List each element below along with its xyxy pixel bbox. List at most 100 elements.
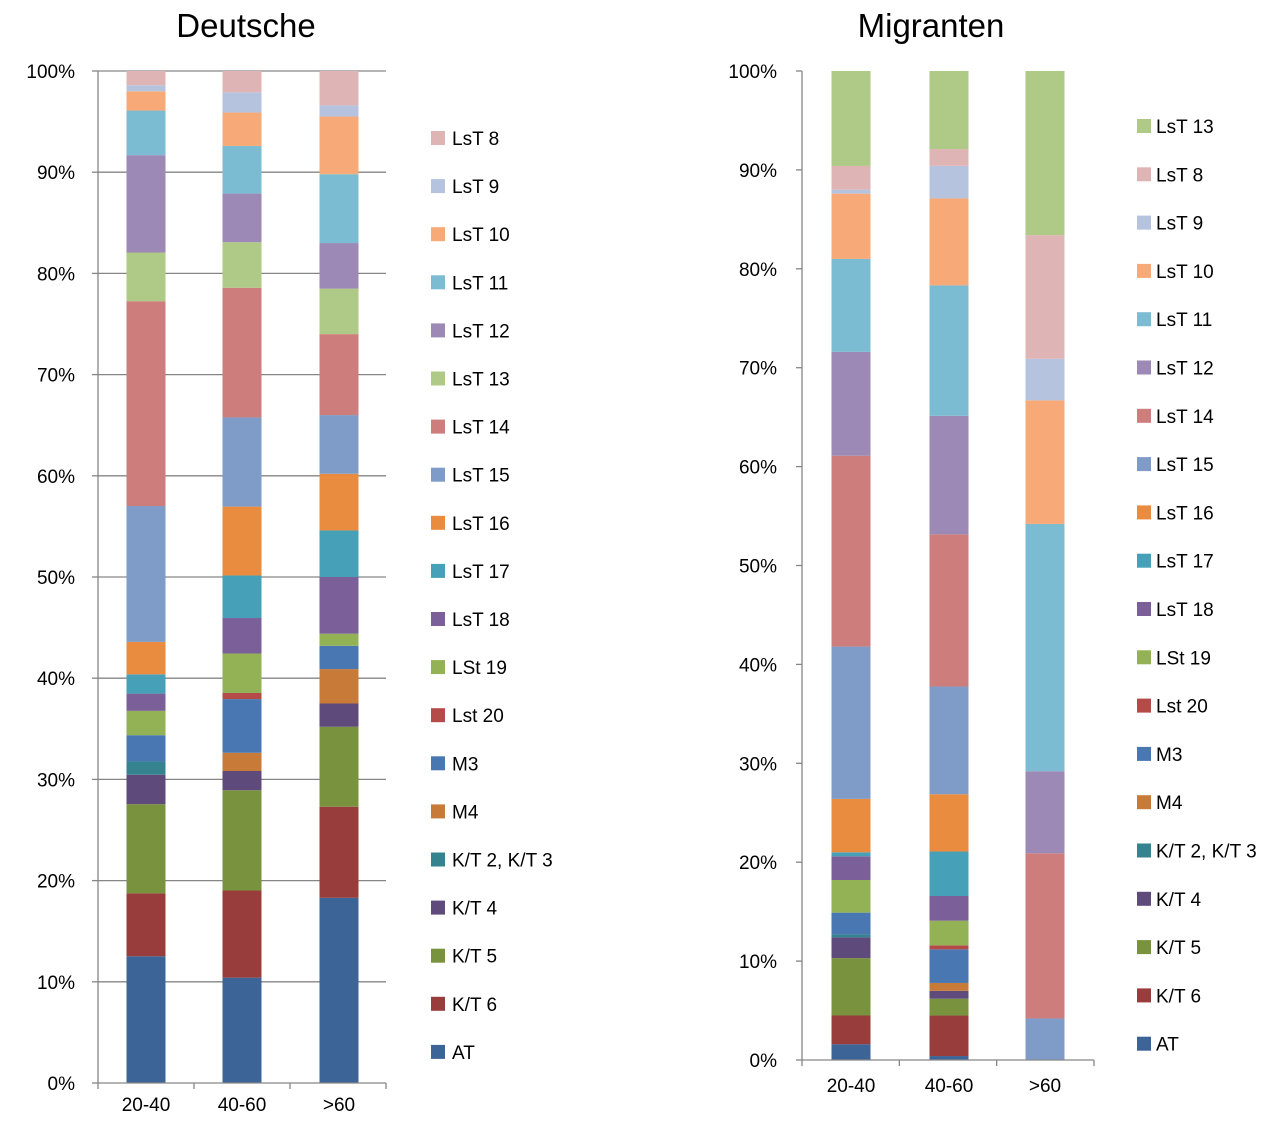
y-tick-label: 70% — [37, 366, 75, 387]
bar-segment — [831, 351, 871, 456]
bar-segment — [831, 852, 871, 857]
legend-label: LsT 12 — [452, 321, 510, 342]
bar-segment — [929, 851, 969, 896]
legend-label: LsT 12 — [1156, 359, 1214, 380]
bar-segment — [126, 956, 166, 1083]
bar-segment — [929, 982, 969, 991]
legend-label: LsT 16 — [452, 514, 510, 535]
bar-segment — [319, 288, 359, 335]
bar-segment — [929, 949, 969, 983]
bar-segment — [1025, 71, 1065, 236]
y-tick-label: 40% — [739, 655, 777, 676]
legend-swatch — [1137, 457, 1151, 472]
bar-segment — [831, 189, 871, 194]
bar-segment — [831, 856, 871, 881]
y-tick-label: 100% — [26, 62, 75, 83]
legend-label: LsT 15 — [452, 466, 510, 487]
bar-segment — [126, 641, 166, 675]
legend-label: K/T 6 — [452, 995, 497, 1016]
bar-segment — [319, 243, 359, 289]
legend-label: LSt 19 — [1156, 648, 1211, 669]
y-tick-label: 10% — [739, 952, 777, 973]
legend-label: LsT 14 — [1156, 407, 1214, 428]
legend-swatch — [431, 323, 445, 338]
x-tick-label: >60 — [323, 1095, 355, 1116]
bar-segment — [929, 686, 969, 795]
bar-segment — [222, 417, 262, 507]
bar-segment — [126, 761, 166, 775]
legend-swatch — [1137, 119, 1151, 133]
legend-swatch — [431, 371, 445, 386]
bar-segment — [126, 110, 166, 156]
legend-label: M3 — [1156, 745, 1182, 766]
bar-segment — [319, 105, 359, 117]
legend-swatch — [1137, 891, 1151, 906]
bar-segment — [126, 301, 166, 507]
legend-label: M4 — [1156, 793, 1183, 814]
x-tick-label: 20-40 — [827, 1076, 876, 1097]
legend-label: LsT 16 — [1156, 503, 1214, 524]
bar-segment — [929, 534, 969, 687]
bar-segment — [929, 990, 969, 999]
legend-label: LsT 10 — [452, 225, 510, 246]
legend-swatch — [1137, 312, 1151, 327]
bar-segment — [831, 71, 871, 166]
legend-label: Lst 20 — [1156, 697, 1208, 718]
bar-segment — [929, 198, 969, 286]
legend-label: M4 — [452, 802, 479, 823]
legend-label: LsT 10 — [1156, 262, 1214, 283]
bar-segment — [222, 92, 262, 113]
bar-segment — [1025, 1018, 1065, 1060]
bar-segment — [929, 895, 969, 921]
legend-label: LsT 14 — [452, 418, 510, 439]
bar-segment — [126, 735, 166, 762]
legend-swatch — [431, 1044, 445, 1059]
bar-segment — [831, 1015, 871, 1045]
bar-segment — [222, 770, 262, 791]
legend-swatch — [1137, 553, 1151, 568]
y-tick-label: 90% — [739, 161, 777, 182]
bar-segment — [126, 71, 166, 86]
bar-segment — [126, 506, 166, 642]
bar-segment — [831, 934, 871, 938]
bar-segment — [831, 958, 871, 1016]
bar-segment — [929, 71, 969, 150]
legend-label: LsT 17 — [452, 562, 510, 583]
bar-segment — [319, 415, 359, 474]
bar-segment — [1025, 400, 1065, 524]
bar-segment — [222, 890, 262, 978]
legend-label: K/T 2, K/T 3 — [1156, 842, 1257, 863]
bar-segment — [126, 693, 166, 711]
legend-swatch — [431, 900, 445, 915]
legend-swatch — [1137, 988, 1151, 1003]
legend-label: LsT 11 — [1156, 310, 1212, 331]
legend-swatch — [431, 275, 445, 290]
bar-segment — [319, 645, 359, 670]
bar-segment — [319, 334, 359, 416]
legend-label: LsT 17 — [1156, 552, 1214, 573]
legend-swatch — [1137, 746, 1151, 761]
bar-segment — [222, 692, 262, 700]
legend-swatch — [431, 756, 445, 771]
bar-segment — [319, 71, 359, 106]
bar-segment — [222, 71, 262, 93]
y-tick-label: 100% — [728, 62, 777, 83]
bar-segment — [126, 674, 166, 694]
legend-label: LsT 18 — [1156, 600, 1214, 621]
bar-segment — [222, 145, 262, 194]
legend-swatch — [431, 131, 445, 145]
legend-swatch — [431, 515, 445, 530]
bar-segment — [831, 1044, 871, 1060]
bar-segment — [1025, 523, 1065, 772]
bar-segment — [929, 285, 969, 416]
legend-label: LSt 19 — [452, 658, 507, 679]
bar-segment — [929, 998, 969, 1016]
y-tick-label: 10% — [37, 973, 75, 994]
legend-swatch — [431, 227, 445, 242]
x-tick-label: 40-60 — [925, 1076, 974, 1097]
x-tick-label: >60 — [1029, 1076, 1061, 1097]
legend-label: LsT 13 — [1156, 117, 1214, 138]
legend-label: LsT 9 — [452, 177, 499, 198]
y-tick-label: 0% — [750, 1051, 778, 1072]
legend-label: AT — [452, 1043, 475, 1064]
